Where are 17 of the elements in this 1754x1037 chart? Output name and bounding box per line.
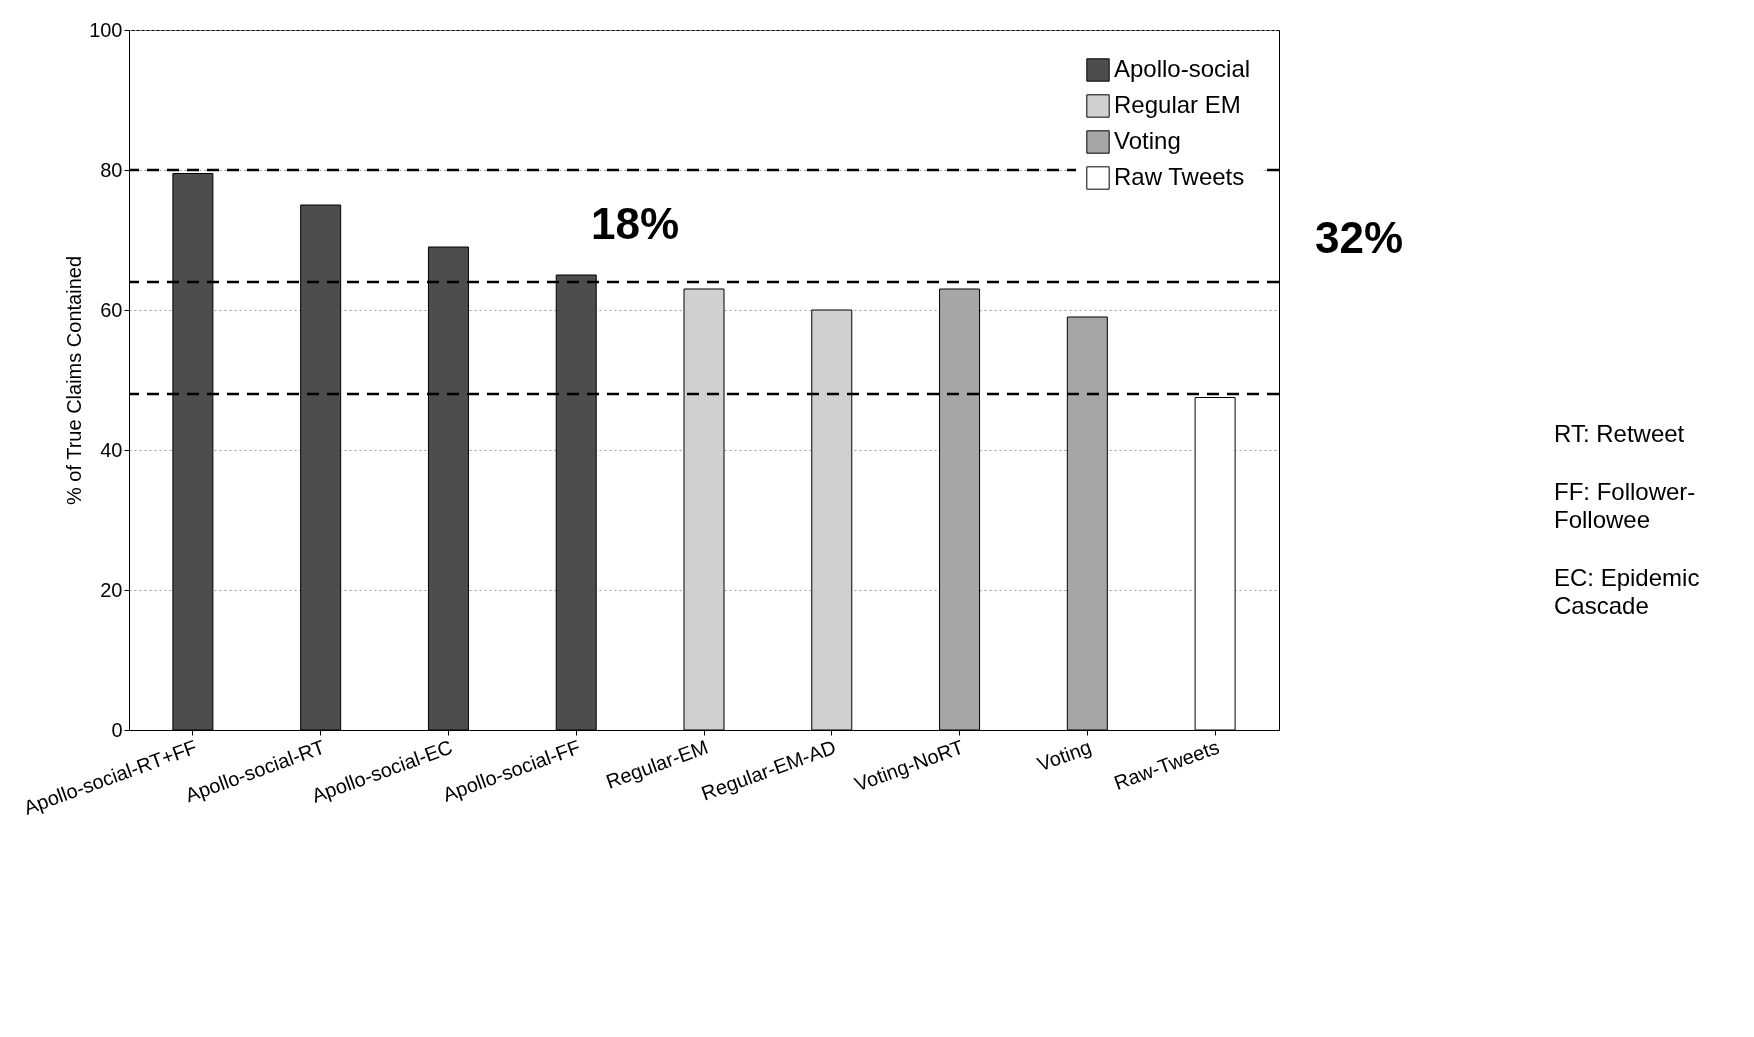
- y-tick-label: 100: [89, 18, 123, 41]
- text: EC: Epidemic Cascade: [1554, 564, 1701, 620]
- y-tick-label: 40: [100, 438, 123, 461]
- y-tick-label: 0: [111, 718, 123, 741]
- legend-label: Apollo-social: [1114, 55, 1251, 82]
- y-tick-label: 60: [100, 298, 123, 321]
- y-tick-label: 20: [100, 578, 123, 601]
- y-axis-title: % of True Claims Contained: [63, 255, 86, 506]
- legend-label: Voting: [1114, 127, 1181, 154]
- annotation: 18%: [590, 199, 680, 248]
- y-tick-label: 80: [100, 158, 123, 181]
- x-tick-label: Voting: [1034, 735, 1095, 776]
- text: RT: Retweet: [1554, 420, 1686, 448]
- text: FF: Follower-Followee: [1554, 478, 1697, 534]
- legend-label: Raw Tweets: [1114, 163, 1245, 190]
- text: 32%: [1314, 213, 1404, 262]
- legend-label: Regular EM: [1114, 91, 1241, 118]
